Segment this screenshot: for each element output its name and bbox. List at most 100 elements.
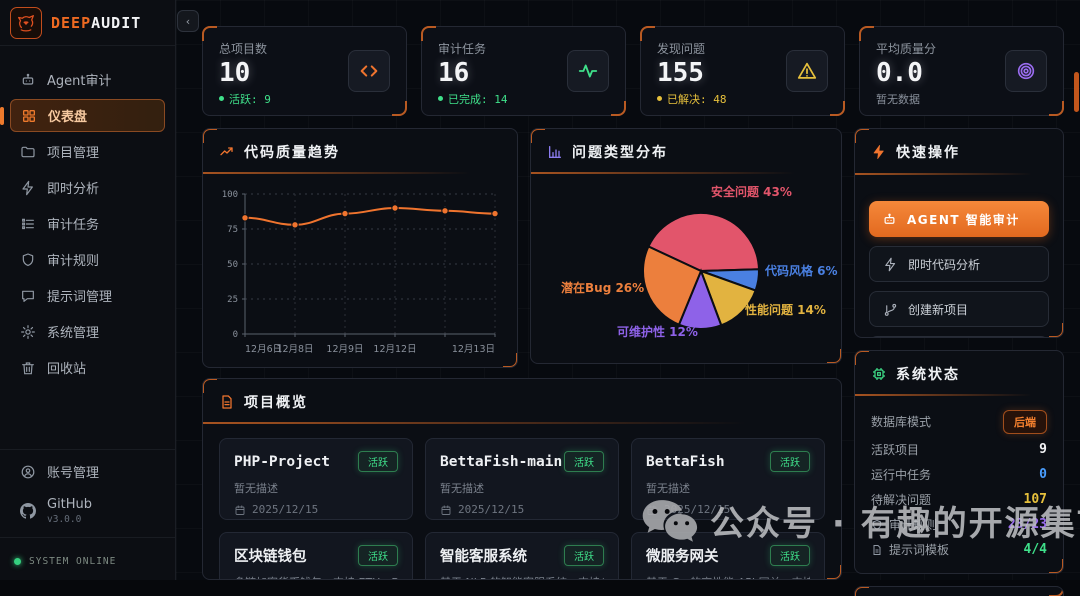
- svg-text:性能问题 14%: 性能问题 14%: [744, 302, 826, 317]
- sidebar-item-prompts[interactable]: 提示词管理: [10, 279, 165, 312]
- svg-text:12月6日: 12月6日: [245, 344, 282, 355]
- line-chart: 0 25 50 75 100 12月6日 12月8日 12月9日 12月12日 12月13日: [203, 174, 517, 364]
- status-row-db-mode: 数据库模式 后端: [871, 406, 1047, 437]
- svg-text:75: 75: [227, 225, 238, 235]
- project-card[interactable]: BettaFish-main 活跃 暂无描述 2025/12/15: [425, 438, 619, 520]
- active-badge: 活跃: [564, 451, 604, 472]
- sidebar-item-instant-analysis[interactable]: 即时分析: [10, 171, 165, 204]
- svg-text:100: 100: [222, 190, 238, 200]
- svg-text:0: 0: [233, 330, 238, 340]
- svg-text:12月12日: 12月12日: [373, 344, 416, 355]
- status-dot-icon: [657, 96, 662, 102]
- dashboard-grid-icon: [23, 109, 35, 122]
- checklist-icon: [22, 218, 34, 229]
- gear-icon: [21, 324, 35, 339]
- warning-icon: [786, 50, 828, 92]
- sidebar-item-audit-tasks[interactable]: 审计任务: [10, 207, 165, 240]
- svg-text:代码风格 6%: 代码风格 6%: [764, 263, 838, 278]
- status-row-audit-rules: 审计规则 23/23: [871, 512, 1047, 537]
- sidebar-item-projects[interactable]: 项目管理: [10, 135, 165, 168]
- status-row-pending-issues: 待解决问题 107: [871, 492, 1047, 507]
- project-card[interactable]: BettaFish 活跃 暂无描述 2025/12/15: [631, 438, 825, 520]
- svg-text:安全问题 43%: 安全问题 43%: [711, 184, 792, 199]
- sidebar: DEEPAUDIT Agent审计 仪表盘 项目管理 即时分析 审计任务 审计规…: [0, 0, 176, 580]
- project-card[interactable]: PHP-Project 活跃 暂无描述 2025/12/15: [219, 438, 413, 520]
- pie-chart: 安全问题 43% 代码风格 6% 性能问题 14% 可维护性 12% 潜在Bug 26%: [531, 174, 841, 360]
- scrollbar-thumb[interactable]: [1074, 72, 1079, 112]
- quality-trend-panel: 代码质量趋势 0 25 50 75 100 12月6日 12月8日 12月9日 12月12日 12…: [202, 128, 518, 368]
- svg-text:12月9日: 12月9日: [326, 344, 363, 355]
- status-dot-icon: [219, 96, 224, 102]
- sidebar-footer: 账号管理 GitHub v3.0.0 SYSTEM ONLINE: [0, 443, 175, 580]
- cutoff-panel: [854, 586, 1064, 596]
- panel-title: 快速操作: [896, 145, 960, 161]
- sidebar-collapse-button[interactable]: ‹: [177, 10, 199, 32]
- sidebar-item-recycle-bin[interactable]: 回收站: [10, 351, 165, 384]
- version-label: v3.0.0: [47, 514, 82, 525]
- robot-icon: [884, 213, 895, 224]
- system-online-status: SYSTEM ONLINE: [0, 544, 175, 580]
- system-status-panel: 系统状态 数据库模式 后端 活跃项目 9 运行中任务 0: [854, 350, 1064, 574]
- stat-card-total-projects: 总项目数 10 活跃: 9: [202, 26, 407, 116]
- projects-overview-panel: 项目概览 PHP-Project 活跃 暂无描述 2025/12/15 Betta…: [202, 378, 842, 580]
- stat-value: 155: [657, 58, 704, 88]
- sidebar-item-account[interactable]: 账号管理: [10, 456, 165, 487]
- status-row-active-projects: 活跃项目 9: [871, 442, 1047, 457]
- stat-card-audit-tasks: 审计任务 16 已完成: 14: [421, 26, 626, 116]
- doc-icon: [873, 544, 881, 555]
- divider: [0, 537, 175, 538]
- app-title: DEEPAUDIT: [51, 13, 142, 32]
- user-icon: [21, 465, 35, 478]
- sidebar-menu: Agent审计 仪表盘 项目管理 即时分析 审计任务 审计规则 提示词管理 系: [0, 46, 175, 384]
- stat-card-issues-found: 发现问题 155 已解决: 48: [640, 26, 845, 116]
- active-badge: 活跃: [358, 451, 398, 472]
- issue-type-panel: 问题类型分布 安全问题 43% 代码风格 6% 性能问题 14% 可维护性 12% 潜在…: [530, 128, 842, 364]
- sidebar-item-agent-audit[interactable]: Agent审计: [10, 63, 165, 96]
- divider: [0, 449, 175, 450]
- agent-audit-button[interactable]: AGENT 智能审计: [869, 201, 1049, 237]
- panel-title: 代码质量趋势: [244, 145, 340, 161]
- lightning-icon: [885, 257, 896, 271]
- lightning-icon: [873, 145, 884, 159]
- cpu-icon: [873, 368, 885, 380]
- start-audit-button[interactable]: 启动审计任务: [869, 336, 1049, 337]
- sidebar-item-audit-rules[interactable]: 审计规则: [10, 243, 165, 276]
- calendar-icon: [235, 505, 245, 515]
- target-icon: [1005, 50, 1047, 92]
- system-status-rows: 数据库模式 后端 活跃项目 9 运行中任务 0 待解决问题 107: [855, 396, 1063, 562]
- quick-actions-panel: 快速操作 AGENT 智能审计 即时代码分析 创建新项目: [854, 128, 1064, 338]
- svg-text:可维护性 12%: 可维护性 12%: [617, 324, 698, 339]
- svg-text:12月13日: 12月13日: [452, 344, 495, 355]
- stat-value: 0.0: [876, 58, 923, 88]
- stat-card-avg-quality: 平均质量分 0.0 暂无数据: [859, 26, 1064, 116]
- bar-chart-icon: [549, 146, 561, 158]
- lightning-icon: [22, 180, 33, 195]
- git-branch-icon: [884, 303, 897, 316]
- sidebar-item-github[interactable]: GitHub v3.0.0: [10, 491, 165, 531]
- panel-title: 系统状态: [896, 367, 960, 383]
- active-badge: 活跃: [358, 545, 398, 566]
- active-badge: 活跃: [770, 451, 810, 472]
- calendar-icon: [647, 505, 657, 515]
- svg-text:12月8日: 12月8日: [276, 344, 313, 355]
- dragon-logo-icon: [10, 6, 42, 39]
- instant-analysis-button[interactable]: 即时代码分析: [869, 246, 1049, 282]
- status-row-prompt-templates: 提示词模板 4/4: [871, 537, 1047, 562]
- svg-text:25: 25: [227, 295, 238, 305]
- logo: DEEPAUDIT: [0, 0, 175, 46]
- main-content: 总项目数 10 活跃: 9 审计任务 16 已完成: 14 发现问题 155 已…: [176, 0, 1080, 596]
- sidebar-item-dashboard[interactable]: 仪表盘: [0, 99, 165, 132]
- sidebar-item-system[interactable]: 系统管理: [10, 315, 165, 348]
- status-dot-icon: [438, 96, 443, 102]
- calendar-icon: [441, 505, 451, 515]
- trash-icon: [22, 361, 34, 374]
- svg-text:潜在Bug 26%: 潜在Bug 26%: [561, 280, 644, 295]
- github-icon: [20, 503, 36, 519]
- create-project-button[interactable]: 创建新项目: [869, 291, 1049, 327]
- shield-icon: [22, 252, 34, 266]
- stat-value: 10: [219, 58, 251, 88]
- projects-grid: PHP-Project 活跃 暂无描述 2025/12/15 BettaFish-…: [203, 436, 841, 579]
